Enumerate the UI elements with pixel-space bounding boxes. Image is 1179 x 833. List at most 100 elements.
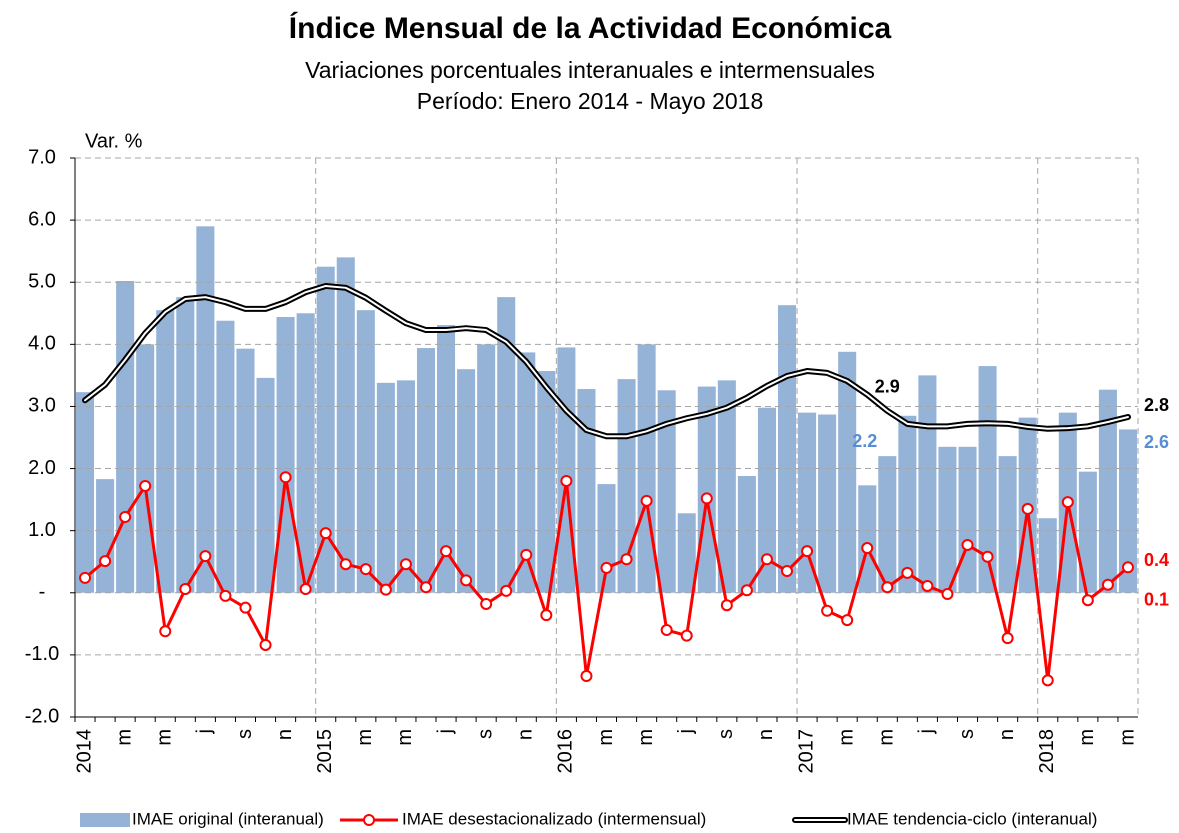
bar bbox=[697, 386, 716, 593]
bar bbox=[296, 313, 315, 593]
bar bbox=[376, 382, 395, 593]
point bbox=[1081, 594, 1094, 607]
bar bbox=[517, 352, 536, 593]
point bbox=[460, 574, 473, 587]
bar bbox=[497, 297, 516, 593]
bar bbox=[336, 257, 355, 593]
point bbox=[720, 599, 733, 612]
legend-label: IMAE tendencia-ciclo (interanual) bbox=[847, 809, 1097, 828]
bar bbox=[918, 375, 937, 593]
y-tick-label: 1.0 bbox=[28, 519, 56, 541]
point bbox=[359, 563, 372, 576]
point bbox=[600, 561, 613, 574]
bar bbox=[657, 390, 676, 593]
point bbox=[520, 548, 533, 561]
line-group bbox=[79, 282, 1134, 687]
bar bbox=[96, 479, 115, 593]
point bbox=[1001, 632, 1014, 645]
point bbox=[1041, 674, 1054, 687]
x-tick-label: m bbox=[354, 729, 376, 746]
x-tick-label: m bbox=[635, 729, 657, 746]
bar bbox=[76, 392, 95, 593]
x-tick-label: m bbox=[394, 729, 416, 746]
point bbox=[440, 545, 453, 558]
point bbox=[841, 614, 854, 627]
chart-period: Período: Enero 2014 - Mayo 2018 bbox=[417, 88, 764, 114]
bar bbox=[577, 389, 596, 593]
x-tick-label: m bbox=[835, 729, 857, 746]
bar bbox=[1078, 471, 1097, 593]
bar bbox=[777, 305, 797, 593]
point bbox=[1121, 561, 1134, 574]
point bbox=[500, 584, 513, 597]
point bbox=[881, 581, 894, 594]
x-tick-label: 2018 bbox=[1036, 729, 1058, 774]
bar bbox=[416, 348, 436, 593]
point bbox=[1101, 578, 1114, 591]
point bbox=[179, 583, 192, 596]
bar bbox=[236, 348, 255, 593]
bar bbox=[818, 414, 837, 593]
point bbox=[79, 571, 92, 584]
y-tick-label: -2.0 bbox=[25, 705, 59, 727]
bar bbox=[898, 415, 917, 593]
point bbox=[760, 553, 773, 566]
data-label: 0.4 bbox=[1144, 550, 1169, 570]
point bbox=[560, 474, 573, 487]
bar bbox=[457, 369, 476, 593]
point bbox=[640, 494, 653, 507]
point bbox=[199, 550, 212, 563]
x-tick-label: m bbox=[1116, 729, 1138, 746]
bar bbox=[677, 513, 696, 593]
data-label: 2.2 bbox=[852, 431, 877, 451]
point bbox=[419, 581, 432, 594]
bar bbox=[597, 484, 616, 593]
y-axis-label: Var. % bbox=[85, 130, 143, 152]
bar bbox=[838, 351, 857, 593]
y-tick-label: 2.0 bbox=[28, 457, 56, 479]
point bbox=[480, 597, 493, 610]
point bbox=[861, 542, 874, 555]
data-label: 2.6 bbox=[1144, 432, 1169, 452]
bar bbox=[437, 325, 456, 593]
y-tick-label: - bbox=[39, 581, 46, 603]
point bbox=[219, 589, 232, 602]
y-tick-label: -1.0 bbox=[25, 643, 59, 665]
bar bbox=[878, 456, 897, 593]
x-tick-label: m bbox=[1076, 729, 1098, 746]
legend-swatch bbox=[80, 813, 130, 827]
bar bbox=[858, 485, 877, 593]
point bbox=[399, 558, 412, 571]
point bbox=[119, 511, 132, 524]
point bbox=[821, 604, 834, 617]
bar bbox=[1118, 429, 1137, 593]
point bbox=[921, 579, 934, 592]
point bbox=[700, 492, 713, 505]
grid-group bbox=[75, 157, 1139, 717]
point bbox=[299, 583, 312, 596]
point bbox=[680, 629, 693, 642]
bar bbox=[256, 377, 275, 593]
bar bbox=[537, 371, 556, 593]
point bbox=[941, 588, 954, 601]
y-tick-label: 6.0 bbox=[28, 208, 56, 230]
x-tick-label: m bbox=[154, 729, 176, 746]
point bbox=[580, 670, 593, 683]
bar bbox=[116, 280, 135, 593]
x-tick-label: j bbox=[194, 729, 216, 734]
y-tick-label: 5.0 bbox=[28, 271, 56, 293]
data-label: 0.1 bbox=[1144, 589, 1169, 609]
bar bbox=[737, 476, 756, 593]
point bbox=[961, 538, 974, 551]
x-tick-label: m bbox=[876, 729, 898, 746]
point bbox=[901, 566, 914, 579]
x-tick-label: j bbox=[675, 729, 697, 734]
chart-subtitle: Variaciones porcentuales interanuales e … bbox=[305, 57, 875, 83]
x-tick-label: m bbox=[595, 729, 617, 746]
bar bbox=[717, 380, 736, 593]
x-tick-label: j bbox=[434, 729, 456, 734]
point bbox=[1061, 496, 1074, 509]
bar bbox=[1098, 389, 1117, 593]
point bbox=[660, 624, 673, 637]
